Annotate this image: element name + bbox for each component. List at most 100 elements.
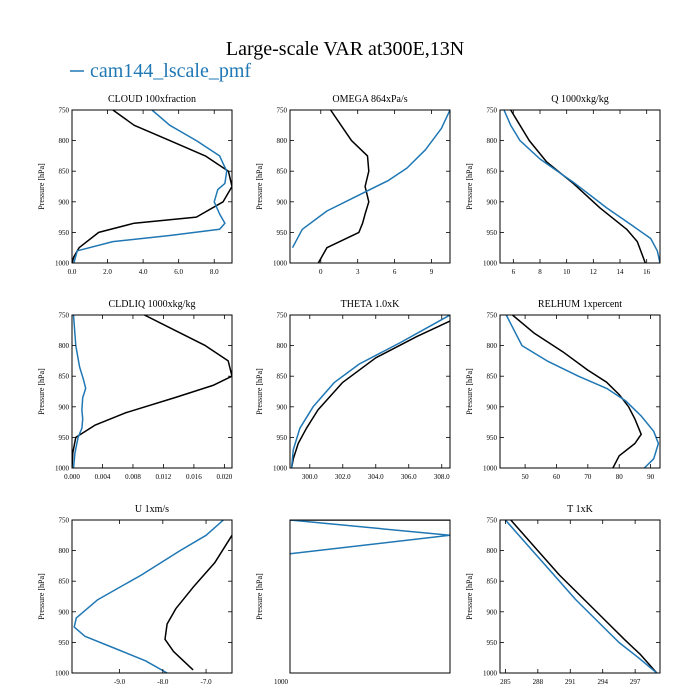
plot-frame	[289, 314, 451, 469]
x-tick-label: 306.0	[401, 473, 417, 481]
chart-panel: THETA 1.0xK Pressure [hPa] 300.0 302.0 304.0…	[255, 299, 451, 481]
x-tick-label: 6	[512, 268, 516, 276]
x-tick-label: 3	[356, 268, 360, 276]
x-tick-label: 297	[630, 678, 641, 686]
x-tick-label: 60	[553, 473, 561, 481]
y-tick-label: 850	[59, 168, 70, 176]
y-tick-label: 800	[59, 547, 70, 555]
y-tick-label: 850	[487, 578, 498, 586]
panels: CLOUD 100xfraction Pressure [hPa] 0.0 2.0 4.…	[37, 94, 661, 686]
y-tick-label: 1000	[483, 670, 498, 678]
y-tick-label: 800	[487, 137, 498, 145]
y-tick-label: 800	[487, 342, 498, 350]
y-tick-label: 1000	[55, 260, 70, 268]
black-series-line	[164, 534, 232, 671]
y-tick-label: 800	[487, 547, 498, 555]
x-tick-label: 8.0	[210, 268, 219, 276]
y-tick-label: 950	[277, 434, 288, 442]
figure-title: Large-scale VAR at300E,13N	[226, 38, 464, 60]
plot-frame	[499, 314, 661, 469]
blue-series-line	[290, 315, 450, 468]
black-series-line	[510, 520, 658, 673]
chart-panel: CLDLIQ 1000xkg/kg Pressure [hPa] 0.000 0.00…	[37, 299, 233, 481]
x-tick-label: 8	[538, 268, 542, 276]
x-tick-label: 294	[597, 678, 608, 686]
y-tick-label: 950	[487, 229, 498, 237]
plot-frame	[289, 519, 451, 674]
y-axis-label: Pressure [hPa]	[465, 573, 474, 620]
blue-series-line	[291, 110, 450, 249]
plot-frame	[71, 519, 233, 674]
chart-panel: CLOUD 100xfraction Pressure [hPa] 0.0 2.0 4.…	[37, 94, 233, 276]
y-tick-label: 1000	[273, 260, 288, 268]
y-axis-label: Pressure [hPa]	[465, 368, 474, 415]
chart-panel: T 1xK Pressure [hPa] 285 288 291 294 297 750 800…	[465, 504, 661, 686]
y-tick-label: 950	[487, 434, 498, 442]
y-tick-label: 1000	[55, 465, 70, 473]
x-tick-label: 80	[616, 473, 624, 481]
plot-frame	[71, 314, 233, 469]
x-tick-label: 50	[522, 473, 530, 481]
x-tick-label: 4.0	[139, 268, 148, 276]
x-tick-label: 0.008	[125, 473, 141, 481]
x-tick-label: 291	[565, 678, 576, 686]
x-tick-label: 285	[500, 678, 511, 686]
panel-title: T 1xK	[567, 504, 593, 515]
y-tick-label: 750	[487, 312, 498, 320]
panel-title: CLOUD 100xfraction	[108, 94, 196, 105]
blue-series-line	[504, 520, 658, 673]
panel-title: CLDLIQ 1000xkg/kg	[109, 299, 196, 310]
y-tick-label: 850	[277, 373, 288, 381]
y-tick-label: 800	[277, 342, 288, 350]
panel-title: U 1xm/s	[135, 504, 169, 515]
x-tick-label: 288	[533, 678, 544, 686]
blue-series-line	[73, 520, 224, 673]
y-tick-label: 800	[59, 137, 70, 145]
y-tick-label: 750	[59, 312, 70, 320]
y-tick-label: 900	[487, 198, 498, 206]
x-tick-label: 308.0	[434, 473, 450, 481]
y-tick-label: 950	[487, 639, 498, 647]
panel-title: RELHUM 1xpercent	[538, 299, 622, 310]
panel-title: Q 1000xkg/kg	[551, 94, 609, 105]
x-tick-label: 0.020	[217, 473, 233, 481]
y-tick-label: 800	[59, 342, 70, 350]
panel-title: OMEGA 864xPa/s	[332, 94, 407, 105]
y-tick-label: 900	[487, 403, 498, 411]
x-tick-label: 2.0	[103, 268, 112, 276]
y-tick-label: 950	[59, 434, 70, 442]
x-tick-label: 12	[590, 268, 598, 276]
x-tick-label: 90	[647, 473, 655, 481]
blue-series-line	[505, 315, 660, 468]
overflow-tick-label: 1000	[274, 678, 289, 686]
x-tick-label: 304.0	[368, 473, 384, 481]
x-tick-label: 0.016	[186, 473, 202, 481]
x-tick-label: 10	[563, 268, 571, 276]
blue-series-line	[73, 110, 228, 263]
x-tick-label: -7.0	[201, 678, 213, 686]
black-series-line	[512, 315, 642, 468]
y-tick-label: 950	[59, 639, 70, 647]
black-series-line	[510, 110, 647, 263]
y-tick-label: 950	[277, 229, 288, 237]
y-tick-label: 900	[277, 403, 288, 411]
black-series-line	[290, 320, 450, 468]
y-tick-label: 850	[277, 168, 288, 176]
x-tick-label: 0.012	[156, 473, 172, 481]
chart-panel: Pressure [hPa] 1000	[255, 519, 451, 686]
blue-series-line	[290, 520, 450, 555]
x-tick-label: 0.0	[68, 268, 77, 276]
chart-panel: Q 1000xkg/kg Pressure [hPa] 6 8 10 12 14 16 750 8…	[465, 94, 661, 276]
chart-panel: OMEGA 864xPa/s Pressure [hPa] 0 3 6 9 750 800 85…	[255, 94, 451, 276]
y-axis-label: Pressure [hPa]	[255, 368, 264, 415]
y-axis-label: Pressure [hPa]	[255, 573, 264, 620]
x-tick-label: -8.0	[157, 678, 169, 686]
black-series-line	[317, 110, 370, 263]
x-tick-label: 0.000	[64, 473, 80, 481]
y-axis-label: Pressure [hPa]	[37, 573, 46, 620]
y-tick-label: 1000	[483, 260, 498, 268]
chart-panel: U 1xm/s Pressure [hPa] -9.0 -8.0 -7.0 750 800 8…	[37, 504, 233, 686]
y-tick-label: 1000	[273, 465, 288, 473]
chart-panel: RELHUM 1xpercent Pressure [hPa] 50 60 70 80 90…	[465, 299, 661, 481]
